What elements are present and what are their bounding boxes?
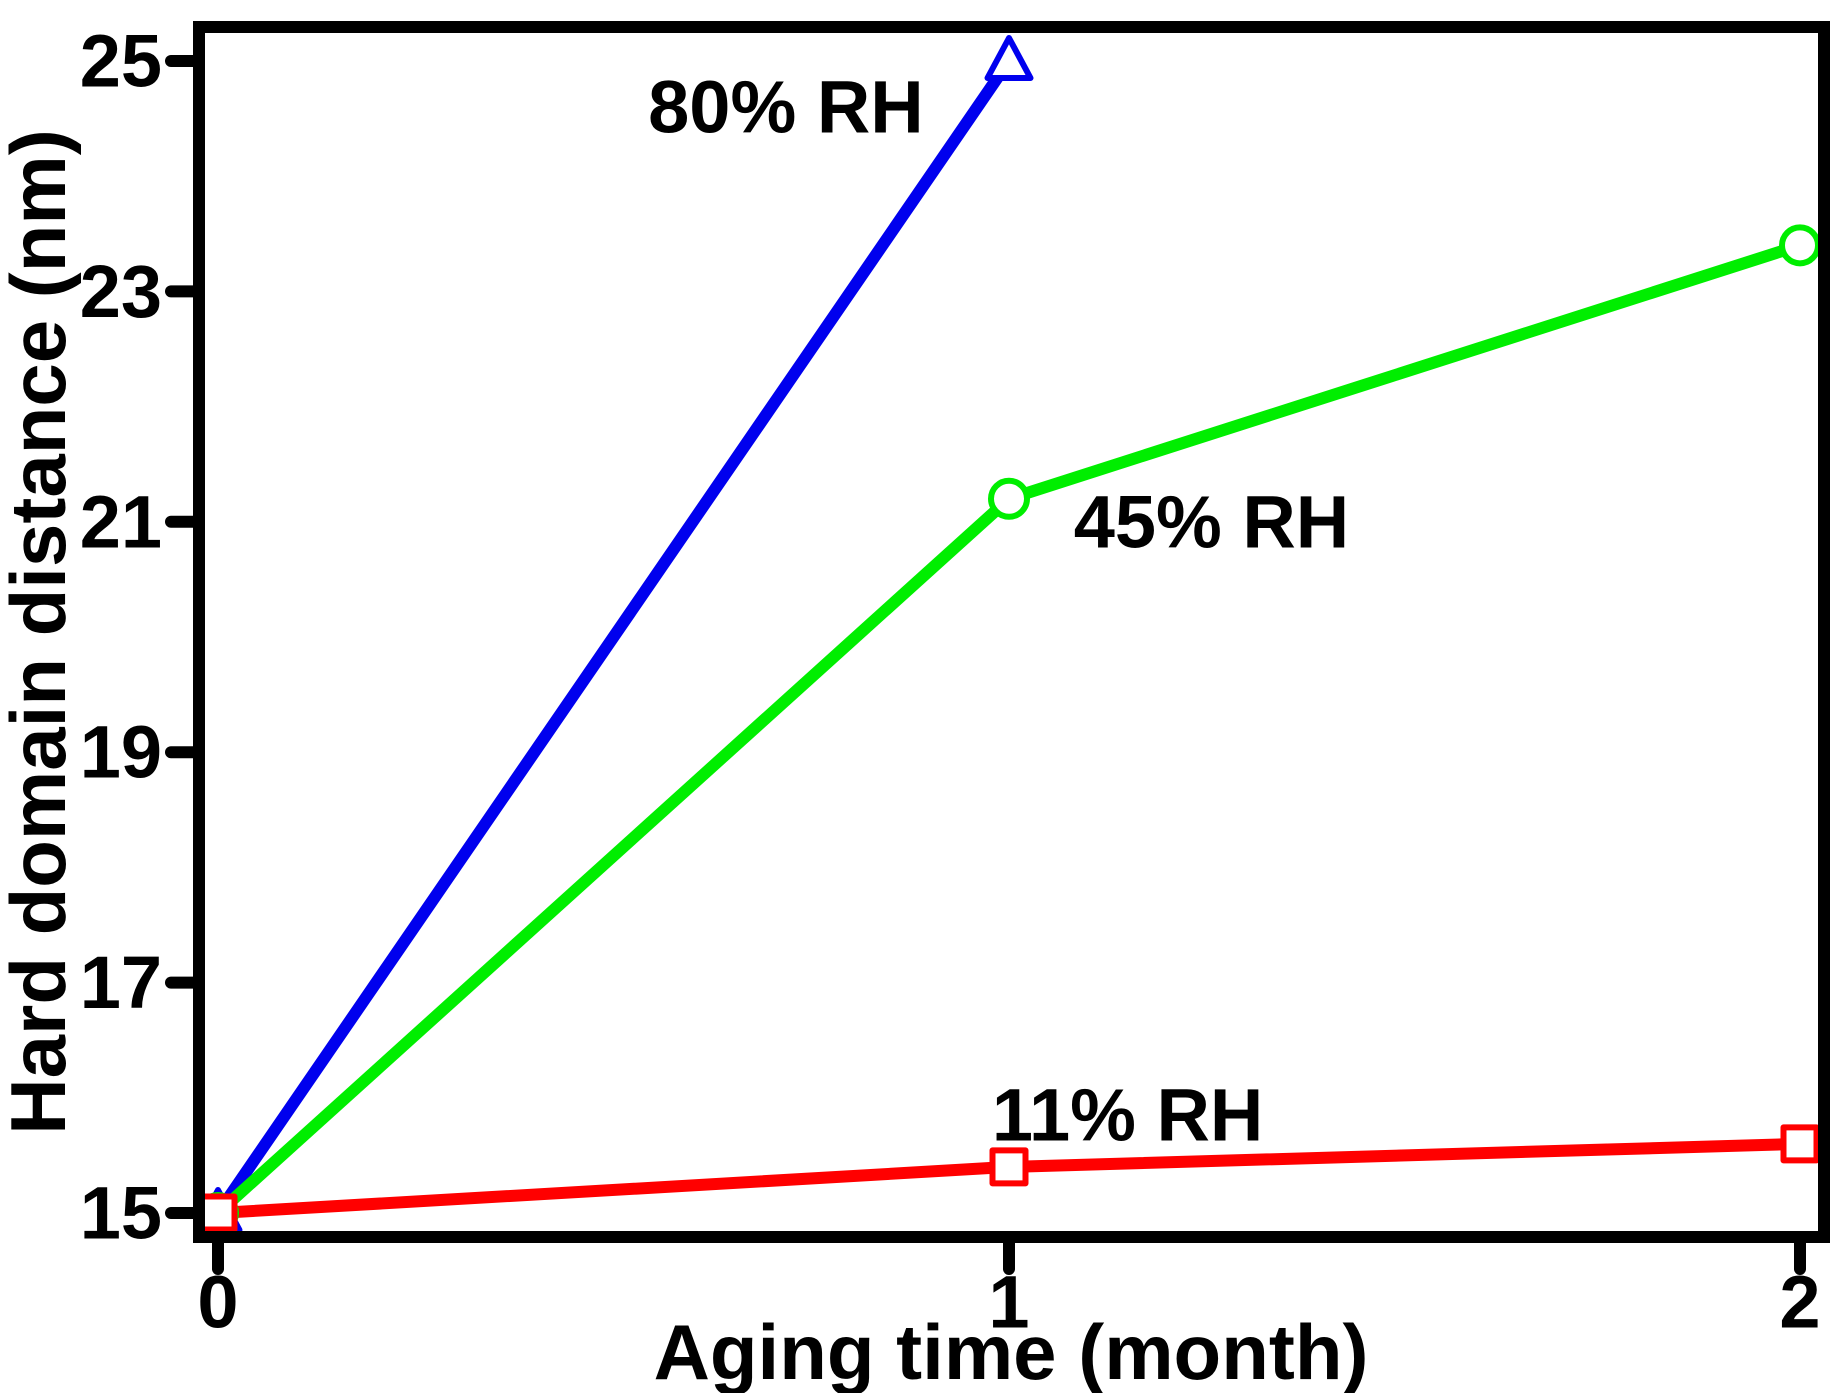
marker-triangle-up-80-rh	[984, 35, 1034, 81]
y-tick-label-21: 21	[80, 480, 162, 563]
x-tick-label-2: 2	[1779, 1261, 1820, 1344]
plot-frame	[193, 21, 1830, 1243]
y-tick-label-19: 19	[80, 711, 162, 794]
series-line-80-rh	[212, 55, 1015, 1219]
marker-circle-45-rh	[1779, 224, 1821, 267]
chart-plot-area: 15 17 19 21 23 25 0 1 2 80% RH 45% RH 11% RH	[80, 20, 1830, 1344]
y-tick-label-17: 17	[80, 941, 162, 1024]
marker-square-11-rh	[198, 1193, 238, 1233]
y-tick-label-15: 15	[80, 1172, 162, 1255]
annotation-80-rh: 80% RH	[648, 66, 924, 149]
x-tick-label-1: 1	[988, 1261, 1029, 1344]
annotation-11-rh: 11% RH	[992, 1074, 1263, 1157]
marker-square-11-rh	[989, 1147, 1029, 1187]
series-line-45-rh	[212, 239, 1806, 1219]
marker-square-11-rh	[1780, 1124, 1820, 1164]
x-axis-label: Aging time (month)	[654, 1308, 1369, 1393]
y-tick-label-23: 23	[80, 250, 162, 333]
y-axis-label: Hard domain distance (nm)	[0, 129, 82, 1134]
y-tick-label-25: 25	[80, 20, 162, 103]
marker-circle-45-rh	[988, 477, 1030, 520]
annotation-45-rh: 45% RH	[1074, 480, 1350, 563]
x-tick-label-0: 0	[197, 1261, 238, 1344]
